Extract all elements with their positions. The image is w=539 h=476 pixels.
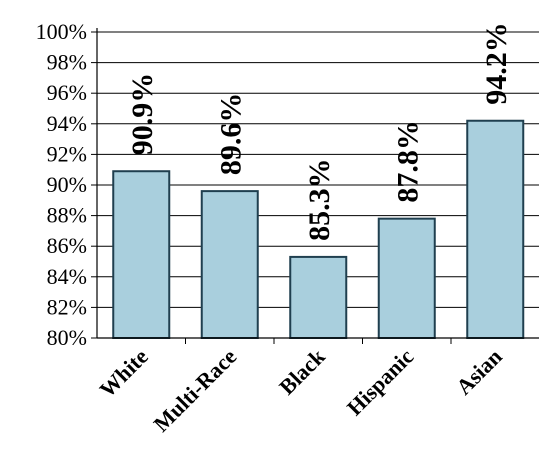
bar-multi-race	[200, 190, 259, 339]
data-label: 90.9%	[126, 73, 159, 156]
data-label: 94.2%	[480, 22, 513, 105]
y-tick-label: 94%	[47, 111, 87, 136]
x-tick-label: Multi-Race	[148, 344, 241, 437]
x-tick-label: Asian	[451, 344, 507, 400]
y-tick-label: 88%	[47, 203, 87, 228]
axes	[91, 28, 539, 344]
bar-asian	[466, 119, 525, 339]
y-tick-label: 96%	[47, 80, 87, 105]
y-tick-labels: 80% 82% 84% 86% 88% 90% 92% 94% 96% 98% 100%	[36, 19, 87, 350]
y-tick-label: 98%	[47, 50, 87, 75]
y-tick-label: 82%	[47, 294, 87, 319]
gridlines	[97, 31, 539, 308]
bar-hispanic	[377, 217, 436, 339]
data-labels: 90.9% 89.6% 85.3% 87.8% 94.2%	[126, 22, 513, 241]
data-label: 87.8%	[392, 120, 425, 203]
y-tick-label: 92%	[47, 141, 87, 166]
y-tick-label: 100%	[36, 19, 87, 44]
y-tick-label: 80%	[47, 325, 87, 350]
x-tick-label: Black	[274, 343, 330, 399]
y-tick-label: 86%	[47, 233, 87, 258]
x-tick-label: White	[94, 344, 152, 402]
data-label: 89.6%	[215, 93, 248, 176]
bar-white	[112, 170, 171, 339]
y-tick-label: 84%	[47, 264, 87, 289]
x-tick-label: Hispanic	[342, 344, 419, 421]
bar-black	[289, 255, 348, 339]
data-label: 85.3%	[303, 158, 336, 241]
y-tick-label: 90%	[47, 172, 87, 197]
